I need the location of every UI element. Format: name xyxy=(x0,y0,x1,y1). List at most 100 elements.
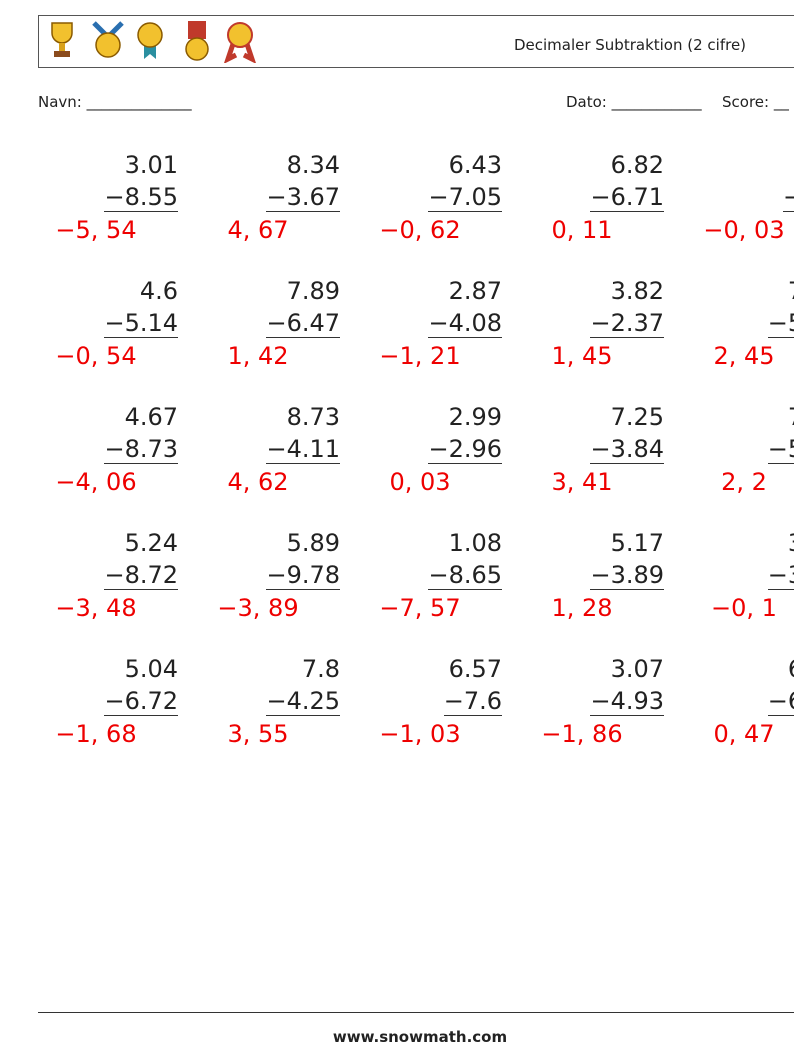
answer: 2, 2 xyxy=(721,468,767,496)
subtrahend: −8.72 xyxy=(58,560,178,590)
minuend: 8.34 xyxy=(286,151,340,179)
subtrahend: −5.4 xyxy=(706,434,794,464)
minuend: 5.24 xyxy=(124,529,178,557)
subtrahend-text: −4.08 xyxy=(428,309,502,338)
answer: −3, 48 xyxy=(55,594,137,622)
answer: −3, 89 xyxy=(217,594,299,622)
minuend: 6.8 xyxy=(706,654,794,684)
minuend: 7.9 xyxy=(706,276,794,306)
subtrahend: −6.72 xyxy=(58,686,178,716)
answer: 1, 45 xyxy=(551,342,613,370)
answer: 0, 47 xyxy=(713,720,775,748)
answer: −1, 68 xyxy=(55,720,137,748)
subtrahend: −3.84 xyxy=(544,434,664,464)
subtrahend: −4.93 xyxy=(544,686,664,716)
name-field: Navn: ______________ xyxy=(38,93,192,111)
subtrahend: −8.55 xyxy=(58,182,178,212)
answer: 0, 03 xyxy=(389,468,451,496)
subtrahend-text: −3. xyxy=(782,183,794,212)
answer: −1, 03 xyxy=(379,720,461,748)
answer: −0, 54 xyxy=(55,342,137,370)
subtrahend-text: −5.4 xyxy=(767,435,794,464)
score-field: Score: __ xyxy=(722,93,789,111)
medal-star xyxy=(185,21,209,61)
subtrahend-text: −6.72 xyxy=(104,687,178,716)
trophy xyxy=(51,22,73,57)
subtrahend-text: −6.47 xyxy=(266,309,340,338)
answer: −5, 54 xyxy=(55,216,137,244)
subtrahend-text: −7.05 xyxy=(428,183,502,212)
subtrahend: −6.3 xyxy=(706,686,794,716)
subtrahend-text: −2.37 xyxy=(590,309,664,338)
minuend: 2.87 xyxy=(448,277,502,305)
subtrahend: −5.14 xyxy=(58,308,178,338)
subtrahend: −6.47 xyxy=(220,308,340,338)
subtrahend-text: −7.6 xyxy=(443,687,502,716)
medal-3 xyxy=(92,21,124,58)
footer: www.snowmath.com xyxy=(332,1028,508,1046)
answer: 3, 41 xyxy=(551,468,613,496)
answer: 1, 28 xyxy=(551,594,613,622)
subtrahend-text: −3.6 xyxy=(767,561,794,590)
subtrahend-text: −3.84 xyxy=(590,435,664,464)
minuend: 7.6 xyxy=(706,402,794,432)
subtrahend: −3.89 xyxy=(544,560,664,590)
minuend: 3. xyxy=(706,150,794,180)
subtrahend-text: −8.72 xyxy=(104,561,178,590)
subtrahend: −7.05 xyxy=(382,182,502,212)
subtrahend-text: −5.14 xyxy=(104,309,178,338)
subtrahend: −5.4 xyxy=(706,308,794,338)
subtrahend-text: −4.11 xyxy=(266,435,340,464)
answer: −1, 21 xyxy=(379,342,461,370)
subtrahend: −6.71 xyxy=(544,182,664,212)
subtrahend: −2.37 xyxy=(544,308,664,338)
minuend: 3.82 xyxy=(610,277,664,305)
title: Decimaler Subtraktion (2 cifre) xyxy=(513,36,747,54)
subtrahend: −3.67 xyxy=(220,182,340,212)
minuend: 1.08 xyxy=(448,529,502,557)
subtrahend: −4.08 xyxy=(382,308,502,338)
subtrahend: −4.11 xyxy=(220,434,340,464)
answer: −0, 1 xyxy=(711,594,777,622)
subtrahend-text: −4.93 xyxy=(590,687,664,716)
answer: 0, 11 xyxy=(551,216,613,244)
subtrahend-text: −8.65 xyxy=(428,561,502,590)
medal-ribbon xyxy=(137,22,163,59)
answer: 3, 55 xyxy=(227,720,289,748)
subtrahend: −9.78 xyxy=(220,560,340,590)
subtrahend: −4.25 xyxy=(220,686,340,716)
answer: −7, 57 xyxy=(379,594,461,622)
subtrahend-text: −6.3 xyxy=(767,687,794,716)
subtrahend: −8.73 xyxy=(58,434,178,464)
minuend: 7.25 xyxy=(610,403,664,431)
minuend: 5.04 xyxy=(124,655,178,683)
date-field: Dato: ____________ xyxy=(566,93,702,111)
minuend: 7.89 xyxy=(286,277,340,305)
answer: −0, 03 xyxy=(703,216,785,244)
subtrahend-text: −6.71 xyxy=(590,183,664,212)
minuend: 2.99 xyxy=(448,403,502,431)
minuend: 3.5 xyxy=(706,528,794,558)
subtrahend: −3. xyxy=(706,182,794,212)
minuend: 6.43 xyxy=(448,151,502,179)
subtrahend: −7.6 xyxy=(382,686,502,716)
minuend: 4.67 xyxy=(124,403,178,431)
answer: −1, 86 xyxy=(541,720,623,748)
medal-rosette xyxy=(224,22,256,63)
minuend: 6.57 xyxy=(448,655,502,683)
subtrahend: −2.96 xyxy=(382,434,502,464)
subtrahend-text: −8.73 xyxy=(104,435,178,464)
minuend: 6.82 xyxy=(610,151,664,179)
medal-icons xyxy=(51,21,256,63)
subtrahend: −3.6 xyxy=(706,560,794,590)
minuend: 7.8 xyxy=(301,655,340,683)
answer: 4, 67 xyxy=(227,216,289,244)
subtrahend-text: −5.4 xyxy=(767,309,794,338)
answer: −0, 62 xyxy=(379,216,461,244)
subtrahend-text: −2.96 xyxy=(428,435,502,464)
subtrahend-text: −9.78 xyxy=(266,561,340,590)
answer: 4, 62 xyxy=(227,468,289,496)
header-box xyxy=(38,15,794,68)
minuend: 4.6 xyxy=(139,277,178,305)
answer: 1, 42 xyxy=(227,342,289,370)
